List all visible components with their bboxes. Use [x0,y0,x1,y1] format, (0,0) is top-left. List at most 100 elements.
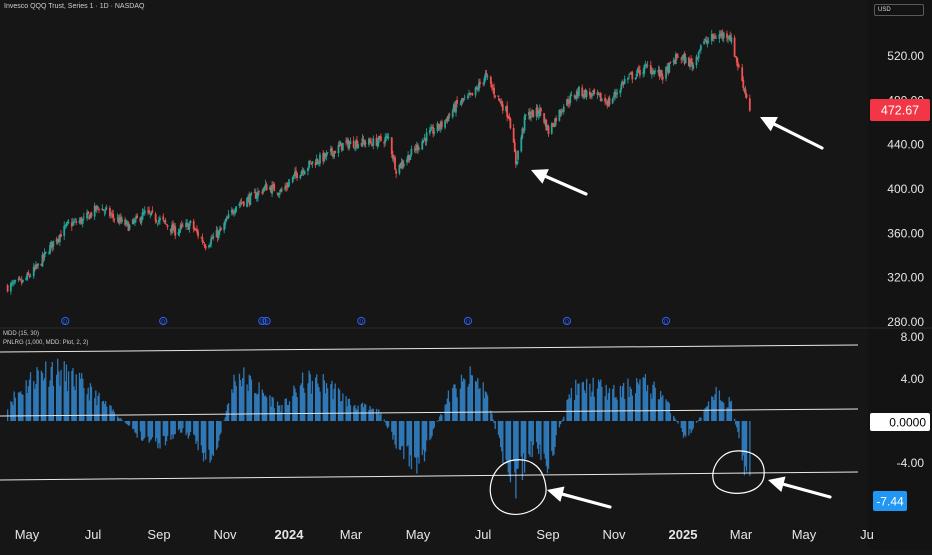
histogram-bar [165,421,168,442]
candle-body [247,196,250,199]
candle-body [270,186,272,193]
candle-body [149,213,152,215]
histogram-bar [96,405,98,421]
histogram-bar [226,404,229,421]
dividend-marker[interactable] [159,316,168,326]
candle-body [659,69,662,76]
annotation-arrow[interactable] [760,117,824,150]
histogram-bar [700,417,702,421]
lower-channel-line[interactable] [0,471,859,481]
dividend-marker[interactable] [61,316,70,326]
dividend-marker[interactable] [562,316,572,326]
indicator-label-mdd[interactable]: MDD (15, 30) [3,331,40,337]
histogram-bar [127,421,130,426]
candle-body [550,123,553,134]
upper-channel-line[interactable] [0,344,859,353]
histogram-bar [59,385,61,421]
time-axis-label: May [406,527,431,542]
annotation-layer [0,117,859,515]
candle-body [631,72,634,80]
indicator-last-badge[interactable] [873,491,907,511]
histogram-bar [659,391,662,421]
candle-body [394,157,396,170]
candle-body [667,65,670,74]
histogram-bar [430,421,432,439]
histogram-bar [636,378,638,421]
histogram-bar [516,421,518,470]
annotation-circle[interactable] [489,459,547,515]
candle-body [590,94,592,98]
dividend-marker[interactable] [357,316,366,326]
candle-body [483,78,486,84]
histogram-bar [341,401,343,421]
histogram-bar [90,386,93,421]
histogram-bar [421,421,423,456]
histogram-bar [215,421,218,450]
histogram-bar [20,391,22,421]
candle-body [482,82,485,84]
histogram-bar [66,391,69,421]
arrow-head [760,117,778,132]
dividend-marker[interactable] [463,316,473,326]
annotation-arrow[interactable] [768,476,832,499]
histogram-bar [706,405,709,421]
candle-body [171,225,173,234]
candle-body [474,87,477,96]
currency-selector[interactable]: USD [874,4,924,16]
histogram-bar [461,381,464,421]
histogram-bar [45,361,47,421]
histogram-bar [75,374,77,421]
histogram-bar [690,421,692,433]
symbol-title[interactable]: Invesco QQQ Trust, Series 1 · 1D · NASDA… [4,3,145,10]
candle-body [178,229,181,233]
candle-body [319,154,321,164]
candle-body [623,78,626,84]
dividend-marker[interactable] [661,316,671,326]
histogram-bar [219,421,221,435]
annotation-arrow[interactable] [531,169,588,196]
candle-body [131,219,134,225]
annotation-circle[interactable] [712,450,765,494]
histogram-bar [205,421,207,460]
last-price-badge[interactable] [870,99,930,121]
candle-body [423,137,426,140]
histogram-bar [286,405,289,421]
candle-body [165,223,168,225]
candle-body [65,223,68,226]
candle-body [681,56,684,59]
dividend-marker[interactable] [258,316,267,326]
candle-body [445,119,448,120]
candle-body [52,240,55,247]
indicator-zero-badge[interactable] [870,413,930,431]
histogram-bar [560,421,563,422]
histogram-bar [333,388,335,421]
histogram-bar [591,391,593,421]
histogram-bar [567,398,569,421]
candle-body [386,136,389,137]
candle-body [475,87,478,89]
histogram-bar [72,367,74,421]
histogram-bar [683,421,686,436]
dividend-marker-letter: D [359,319,363,325]
histogram-bar [650,393,652,421]
indicator-label-pnlrg[interactable]: PNLRG (1,000, MDD: Plot, 2, 2) [3,340,89,346]
histogram-bar [383,419,385,421]
dividend-marker[interactable] [262,316,271,326]
candle-body [212,236,215,239]
candle-body [314,162,317,166]
histogram-bar [661,396,663,421]
histogram-bar [677,421,679,424]
candle-body [680,58,683,60]
candle-body [94,205,97,211]
candle-body [489,76,492,84]
annotation-arrow[interactable] [547,486,612,509]
candle-body [143,210,146,214]
candle-body [628,75,630,77]
histogram-bar [17,392,20,421]
histogram-bar [37,370,39,421]
candle-body [538,108,541,117]
middle-channel-line[interactable] [0,408,859,417]
candle-body [278,193,281,195]
histogram-bar [65,364,68,421]
